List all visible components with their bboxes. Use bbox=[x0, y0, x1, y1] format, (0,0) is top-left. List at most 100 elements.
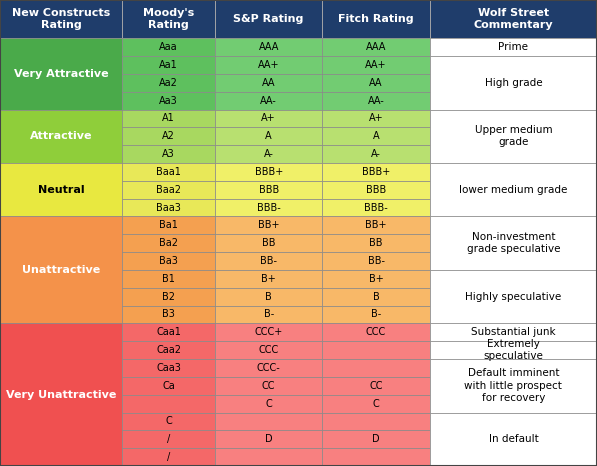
Bar bbox=[215, 145, 322, 163]
Bar bbox=[215, 341, 322, 359]
Bar bbox=[122, 163, 215, 181]
Bar bbox=[322, 359, 430, 377]
Bar bbox=[322, 199, 430, 216]
Bar bbox=[122, 234, 215, 252]
Text: Moody's
Rating: Moody's Rating bbox=[143, 8, 194, 30]
Bar bbox=[122, 252, 215, 270]
Bar bbox=[322, 163, 430, 181]
Text: A+: A+ bbox=[261, 113, 276, 123]
Text: Caa3: Caa3 bbox=[156, 363, 181, 373]
Text: BBB: BBB bbox=[366, 185, 386, 195]
Bar bbox=[0, 0, 122, 38]
Bar bbox=[430, 163, 597, 216]
Text: AA: AA bbox=[370, 78, 383, 88]
Text: B3: B3 bbox=[162, 309, 175, 320]
Bar bbox=[322, 181, 430, 199]
Bar bbox=[122, 359, 215, 377]
Text: Wolf Street
Commentary: Wolf Street Commentary bbox=[473, 8, 553, 30]
Bar bbox=[215, 252, 322, 270]
Bar bbox=[215, 412, 322, 431]
Bar bbox=[215, 431, 322, 448]
Bar bbox=[322, 431, 430, 448]
Bar bbox=[215, 395, 322, 412]
Text: Extremely
speculative: Extremely speculative bbox=[484, 339, 543, 361]
Bar bbox=[215, 306, 322, 323]
Text: CCC-: CCC- bbox=[257, 363, 281, 373]
Bar bbox=[322, 323, 430, 341]
Text: Aaa: Aaa bbox=[159, 42, 178, 52]
Text: lower medium grade: lower medium grade bbox=[459, 185, 568, 195]
Bar bbox=[122, 181, 215, 199]
Bar bbox=[215, 181, 322, 199]
Bar bbox=[430, 56, 597, 110]
Bar bbox=[322, 216, 430, 234]
Text: BBB: BBB bbox=[259, 185, 279, 195]
Text: AA-: AA- bbox=[260, 96, 277, 106]
Text: C: C bbox=[265, 398, 272, 409]
Text: A: A bbox=[265, 131, 272, 141]
Text: In default: In default bbox=[488, 434, 538, 444]
Text: AA+: AA+ bbox=[365, 60, 387, 70]
Text: C: C bbox=[373, 398, 380, 409]
Text: BBB-: BBB- bbox=[257, 203, 281, 212]
Bar bbox=[215, 234, 322, 252]
Bar bbox=[215, 377, 322, 395]
Bar bbox=[122, 38, 215, 56]
Bar bbox=[215, 448, 322, 466]
Bar bbox=[215, 0, 322, 38]
Bar bbox=[122, 341, 215, 359]
Text: Ba3: Ba3 bbox=[159, 256, 178, 266]
Bar bbox=[215, 323, 322, 341]
Text: A1: A1 bbox=[162, 113, 175, 123]
Text: Attractive: Attractive bbox=[30, 131, 93, 141]
Bar bbox=[122, 92, 215, 110]
Text: A3: A3 bbox=[162, 149, 175, 159]
Text: Aa2: Aa2 bbox=[159, 78, 178, 88]
Bar bbox=[0, 216, 122, 323]
Bar bbox=[122, 306, 215, 323]
Bar bbox=[430, 412, 597, 466]
Text: Unattractive: Unattractive bbox=[22, 265, 100, 275]
Text: Baa3: Baa3 bbox=[156, 203, 181, 212]
Bar bbox=[122, 377, 215, 395]
Text: D: D bbox=[265, 434, 272, 444]
Bar bbox=[322, 74, 430, 92]
Text: B-: B- bbox=[263, 309, 274, 320]
Text: Highly speculative: Highly speculative bbox=[465, 292, 562, 302]
Bar bbox=[430, 38, 597, 56]
Bar bbox=[122, 127, 215, 145]
Text: Baa1: Baa1 bbox=[156, 167, 181, 177]
Text: Substantial junk: Substantial junk bbox=[471, 327, 556, 337]
Bar bbox=[322, 288, 430, 306]
Text: A: A bbox=[373, 131, 380, 141]
Bar bbox=[215, 199, 322, 216]
Text: BB: BB bbox=[262, 238, 275, 248]
Text: /: / bbox=[167, 452, 170, 462]
Bar bbox=[215, 288, 322, 306]
Bar bbox=[322, 145, 430, 163]
Text: B+: B+ bbox=[261, 274, 276, 284]
Bar bbox=[122, 288, 215, 306]
Text: CCC: CCC bbox=[259, 345, 279, 355]
Bar bbox=[430, 270, 597, 323]
Text: Caa1: Caa1 bbox=[156, 327, 181, 337]
Bar bbox=[430, 341, 597, 359]
Bar bbox=[215, 359, 322, 377]
Text: AA-: AA- bbox=[368, 96, 384, 106]
Bar bbox=[322, 0, 430, 38]
Bar bbox=[215, 110, 322, 127]
Bar bbox=[122, 448, 215, 466]
Bar bbox=[215, 38, 322, 56]
Text: B-: B- bbox=[371, 309, 381, 320]
Bar bbox=[215, 92, 322, 110]
Text: BB-: BB- bbox=[368, 256, 384, 266]
Bar bbox=[122, 270, 215, 288]
Text: Ca: Ca bbox=[162, 381, 175, 391]
Text: Aa1: Aa1 bbox=[159, 60, 178, 70]
Text: Ba1: Ba1 bbox=[159, 220, 178, 230]
Text: CCC+: CCC+ bbox=[254, 327, 283, 337]
Text: BBB+: BBB+ bbox=[254, 167, 283, 177]
Bar bbox=[430, 359, 597, 412]
Bar bbox=[0, 110, 122, 163]
Text: A2: A2 bbox=[162, 131, 175, 141]
